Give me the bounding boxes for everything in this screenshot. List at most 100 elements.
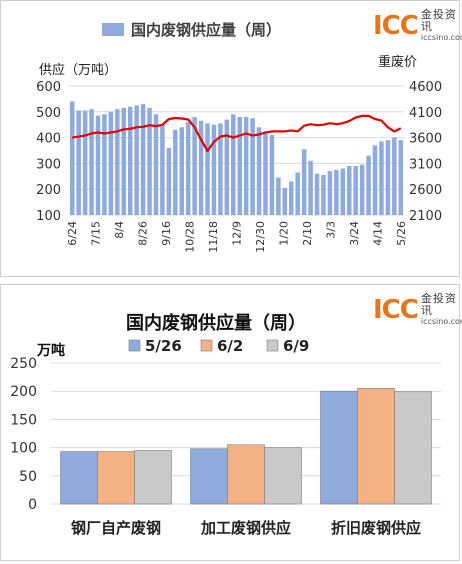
chart1-x-tick-label: 1/20	[277, 221, 290, 246]
chart1-right-tick-label: 3100	[409, 157, 442, 172]
chart1-left-ticks: 100 200 300 400 500 600	[36, 80, 61, 224]
chart2-legend: 5/26 6/2 6/9	[128, 337, 309, 355]
chart1-x-tick-label: 9/16	[160, 221, 173, 246]
chart1-supply-bar	[224, 119, 230, 215]
chart2-bar	[60, 451, 98, 505]
chart1-supply-bar	[366, 155, 371, 215]
chart2-y-tick-label: 200	[10, 384, 37, 400]
chart2-legend-label: 6/9	[283, 337, 309, 355]
chart2-legend-label: 6/2	[217, 337, 243, 355]
chart1-supply-bar	[147, 107, 152, 215]
chart1-right-tick-label: 4100	[409, 106, 442, 121]
chart1-supply-bar	[108, 111, 114, 215]
chart2-bar	[394, 391, 432, 505]
chart1-supply-bar	[102, 114, 107, 215]
chart1-x-tick-label: 5/26	[395, 221, 408, 246]
chart1-supply-bar	[392, 137, 397, 215]
chart1-price-line	[72, 114, 402, 153]
chart2-y-tick-label: 50	[19, 469, 37, 485]
chart1-left-tick-label: 500	[36, 106, 61, 121]
chart1-supply-bar	[205, 123, 210, 215]
chart1-supply-bar	[308, 160, 313, 215]
logo-mark-2: ICC	[373, 295, 419, 325]
chart2-bar	[190, 448, 228, 505]
chart2-y-ticks: 0 50 100 150 200 250	[10, 356, 37, 513]
chart2-category-label: 加工废钢供应	[200, 519, 291, 537]
chart1-bars	[69, 101, 404, 215]
chart1-left-tick-label: 300	[36, 157, 61, 172]
supply-price-chart: 100 200 300 400 500 600 2100 2600 3100 3600 4100 4…	[36, 21, 442, 253]
chart1-supply-bar	[237, 116, 242, 215]
chart1-right-tick-label: 2600	[409, 183, 442, 198]
chart1-supply-bar	[140, 104, 146, 215]
chart2-bar	[320, 390, 358, 505]
chart1-supply-bar	[76, 110, 81, 215]
chart1-supply-bar	[231, 114, 236, 215]
chart1-x-ticks: 6/24 7/15 8/4 8/26 9/16 10/28 11/18 12/9 12/30 1/…	[66, 221, 408, 253]
supply-comparison-panel: ICC 金投资讯 iccsino.com 国内废钢供应量（周） 万吨 5/26 6…	[0, 284, 462, 561]
chart1-supply-bar	[95, 115, 101, 215]
chart1-supply-bar	[301, 149, 307, 215]
chart2-bar	[264, 447, 302, 505]
chart1-supply-bar	[379, 141, 384, 215]
chart2-y-tick-label: 0	[28, 497, 37, 513]
chart1-supply-bar	[372, 145, 378, 215]
chart1-x-tick-label: 8/4	[113, 221, 126, 239]
logo-chinese-name-2: 金投资讯	[420, 292, 457, 317]
chart2-y-tick-label: 150	[10, 412, 37, 428]
supply-comparison-chart: 国内废钢供应量（周） 万吨 5/26 6/2 6/9 0 50 100 150 200 250…	[10, 312, 441, 537]
logo-url: iccsino.com	[420, 33, 462, 42]
chart2-legend-label: 5/26	[145, 337, 182, 355]
chart1-supply-bar	[127, 106, 133, 215]
logo-url-2: iccsino.com	[420, 317, 462, 326]
chart1-left-tick-label: 100	[36, 209, 61, 224]
chart1-x-tick-label: 6/24	[66, 221, 79, 246]
weekly-supply-price-panel: ICC 金投资讯 iccsino.com 100 200 300 400 500 600 …	[0, 0, 462, 277]
chart1-supply-bar	[173, 129, 178, 215]
chart1-x-tick-label: 3/24	[348, 221, 361, 246]
chart2-y-tick-label: 250	[10, 356, 37, 372]
chart1-supply-bar	[353, 165, 358, 215]
chart1-x-tick-label: 11/18	[207, 221, 220, 253]
chart2-bar	[134, 450, 172, 505]
chart1-supply-bar	[327, 171, 333, 215]
chart2-bars	[60, 388, 432, 505]
logo-chinese-name: 金投资讯	[420, 8, 457, 33]
chart1-supply-bar	[82, 110, 88, 215]
chart1-supply-bar	[269, 135, 275, 215]
chart2-y-tick-label: 100	[10, 441, 37, 457]
chart1-right-ticks: 2100 2600 3100 3600 4100 4600	[409, 80, 442, 224]
chart1-supply-bar	[289, 181, 294, 215]
chart1-supply-bar	[295, 172, 300, 215]
chart1-left-tick-label: 200	[36, 183, 61, 198]
chart1-supply-bar	[340, 168, 346, 215]
chart1-supply-bar	[282, 187, 288, 215]
chart1-right-tick-label: 2100	[409, 209, 442, 224]
chart1-supply-bar	[198, 120, 204, 215]
chart1-legend-swatch	[102, 23, 124, 36]
chart1-supply-bar	[256, 127, 262, 215]
chart1-supply-bar	[153, 114, 159, 215]
logo-mark: ICC	[373, 11, 419, 41]
chart1-supply-bar	[263, 132, 268, 215]
icc-logo: ICC 金投资讯 iccsino.com	[373, 9, 462, 43]
chart1-supply-bar	[250, 118, 255, 215]
chart1-x-tick-label: 7/15	[90, 221, 103, 246]
chart1-supply-bar	[160, 124, 165, 215]
chart1-x-tick-label: 3/3	[324, 221, 337, 239]
chart2-legend-swatch	[128, 339, 141, 352]
chart1-supply-bar	[192, 116, 197, 215]
chart1-left-tick-label: 600	[36, 80, 61, 95]
chart1-x-tick-label: 12/30	[254, 221, 267, 253]
chart2-y-axis-title: 万吨	[36, 342, 65, 359]
chart1-supply-bar	[385, 140, 391, 215]
chart1-supply-bar	[69, 101, 75, 215]
chart2-legend-swatch	[200, 339, 213, 352]
chart1-x-tick-label: 8/26	[137, 221, 150, 246]
chart1-y2-axis-title: 重废价	[378, 54, 417, 70]
chart1-supply-bar	[166, 147, 172, 215]
chart1-x-tick-label: 4/14	[371, 221, 384, 246]
chart1-y-axis-title: 供应（万吨）	[39, 62, 117, 78]
chart1-supply-bar	[314, 173, 320, 215]
chart2-legend-swatch	[266, 339, 279, 352]
